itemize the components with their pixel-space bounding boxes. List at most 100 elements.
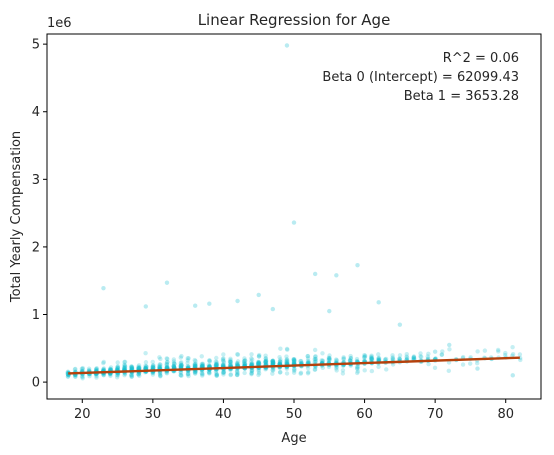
- scatter-point: [121, 366, 127, 371]
- scatter-point: [114, 375, 120, 380]
- scatter-point: [200, 372, 205, 377]
- scatter-point: [235, 352, 241, 357]
- scatter-point: [158, 373, 163, 378]
- scatter-point: [122, 362, 127, 367]
- scatter-point: [249, 361, 255, 366]
- scatter-point: [193, 361, 198, 366]
- scatter-point: [164, 364, 170, 370]
- y-tick-label: 5: [32, 38, 40, 53]
- scatter-point: [284, 366, 290, 372]
- scatter-point: [312, 367, 318, 372]
- scatter-point: [108, 372, 113, 377]
- scatter-point: [213, 362, 219, 368]
- scatter-point: [150, 372, 156, 377]
- scatter-point: [79, 373, 85, 379]
- scatter-point: [354, 356, 360, 362]
- scatter-point: [305, 371, 311, 376]
- scatter-point: [164, 363, 169, 368]
- scatter-point: [362, 354, 368, 359]
- scatter-point: [199, 363, 205, 369]
- scatter-point: [263, 358, 269, 363]
- scatter-point: [122, 372, 127, 378]
- x-tick-label: 30: [145, 407, 162, 422]
- scatter-point: [114, 372, 120, 378]
- scatter-point: [94, 366, 100, 371]
- scatter-point: [292, 366, 297, 371]
- scatter-point: [143, 363, 148, 369]
- scatter-point: [221, 360, 227, 365]
- scatter-point: [482, 348, 488, 353]
- scatter-point: [355, 369, 361, 374]
- regression-line-layer: [68, 356, 520, 375]
- scatter-point: [192, 369, 198, 374]
- x-axis-ticks: 20 30 40 50 60 70 80: [74, 399, 514, 422]
- scatter-point: [256, 371, 262, 376]
- scatter-point: [72, 367, 78, 372]
- outlier-point: [447, 342, 452, 348]
- scatter-point: [263, 360, 268, 365]
- scatter-point: [171, 363, 176, 369]
- scatter-point: [220, 363, 226, 368]
- scatter-point: [206, 362, 212, 368]
- scatter-point: [137, 365, 142, 371]
- scatter-point: [369, 368, 375, 374]
- scatter-point: [383, 357, 388, 362]
- scatter-point: [285, 347, 290, 352]
- regression-line: [68, 356, 520, 375]
- scatter-point: [228, 372, 234, 377]
- scatter-point: [376, 352, 381, 357]
- scatter-point: [143, 350, 148, 356]
- scatter-point: [178, 361, 183, 366]
- scatter-point: [284, 359, 289, 365]
- scatter-point: [241, 358, 247, 364]
- scatter-point: [271, 360, 276, 366]
- scatter-point: [390, 356, 395, 361]
- scatter-point: [214, 361, 219, 367]
- scatter-point: [115, 366, 120, 371]
- scatter-point: [271, 359, 276, 364]
- scatter-point: [171, 357, 177, 362]
- scatter-point: [193, 369, 198, 375]
- scatter-point: [115, 366, 121, 371]
- outlier-point: [334, 273, 339, 278]
- scatter-point: [178, 373, 184, 378]
- scatter-point: [242, 370, 247, 376]
- scatter-point: [213, 359, 219, 364]
- scatter-point: [79, 366, 85, 372]
- scatter-point: [115, 360, 120, 365]
- x-axis-label: Age: [281, 431, 306, 446]
- scatter-point: [115, 373, 120, 378]
- scatter-point: [122, 359, 128, 365]
- scatter-point: [270, 358, 276, 363]
- scatter-point: [86, 366, 92, 371]
- scatter-point: [122, 365, 128, 371]
- scatter-point: [418, 354, 423, 359]
- scatter-point: [270, 358, 276, 363]
- scatter-point: [158, 356, 163, 362]
- scatter-point: [334, 358, 339, 363]
- scatter-point: [101, 366, 107, 371]
- scatter-point: [362, 368, 367, 373]
- scatter-point: [207, 370, 212, 375]
- outlier-point: [327, 308, 332, 314]
- scatter-point: [214, 373, 219, 379]
- scatter-point: [291, 357, 297, 363]
- scatter-point: [305, 358, 311, 364]
- scatter-point: [397, 356, 402, 361]
- scatter-point: [158, 362, 163, 367]
- scatter-point: [241, 361, 247, 366]
- outlier-point: [312, 271, 318, 277]
- scatter-point: [446, 368, 452, 374]
- scatter-point: [305, 353, 311, 359]
- scatter-point: [291, 357, 296, 362]
- scatter-point: [137, 373, 142, 379]
- y-tick-label: 2: [32, 240, 40, 255]
- scatter-point: [383, 357, 388, 363]
- scatter-point: [270, 358, 275, 364]
- scatter-point: [291, 357, 296, 362]
- scatter-point: [193, 369, 198, 374]
- scatter-point: [249, 362, 254, 367]
- scatter-point: [206, 369, 212, 374]
- scatter-point: [404, 354, 409, 359]
- scatter-point: [151, 365, 156, 371]
